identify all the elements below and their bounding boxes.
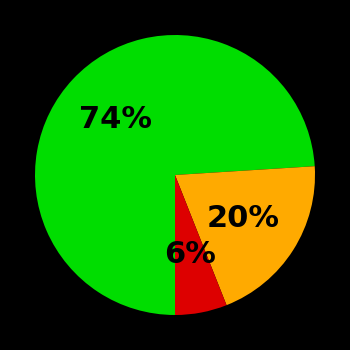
Wedge shape: [175, 175, 226, 315]
Wedge shape: [175, 166, 315, 305]
Text: 74%: 74%: [79, 105, 152, 134]
Text: 6%: 6%: [164, 240, 216, 269]
Text: 20%: 20%: [207, 204, 280, 233]
Wedge shape: [35, 35, 315, 315]
